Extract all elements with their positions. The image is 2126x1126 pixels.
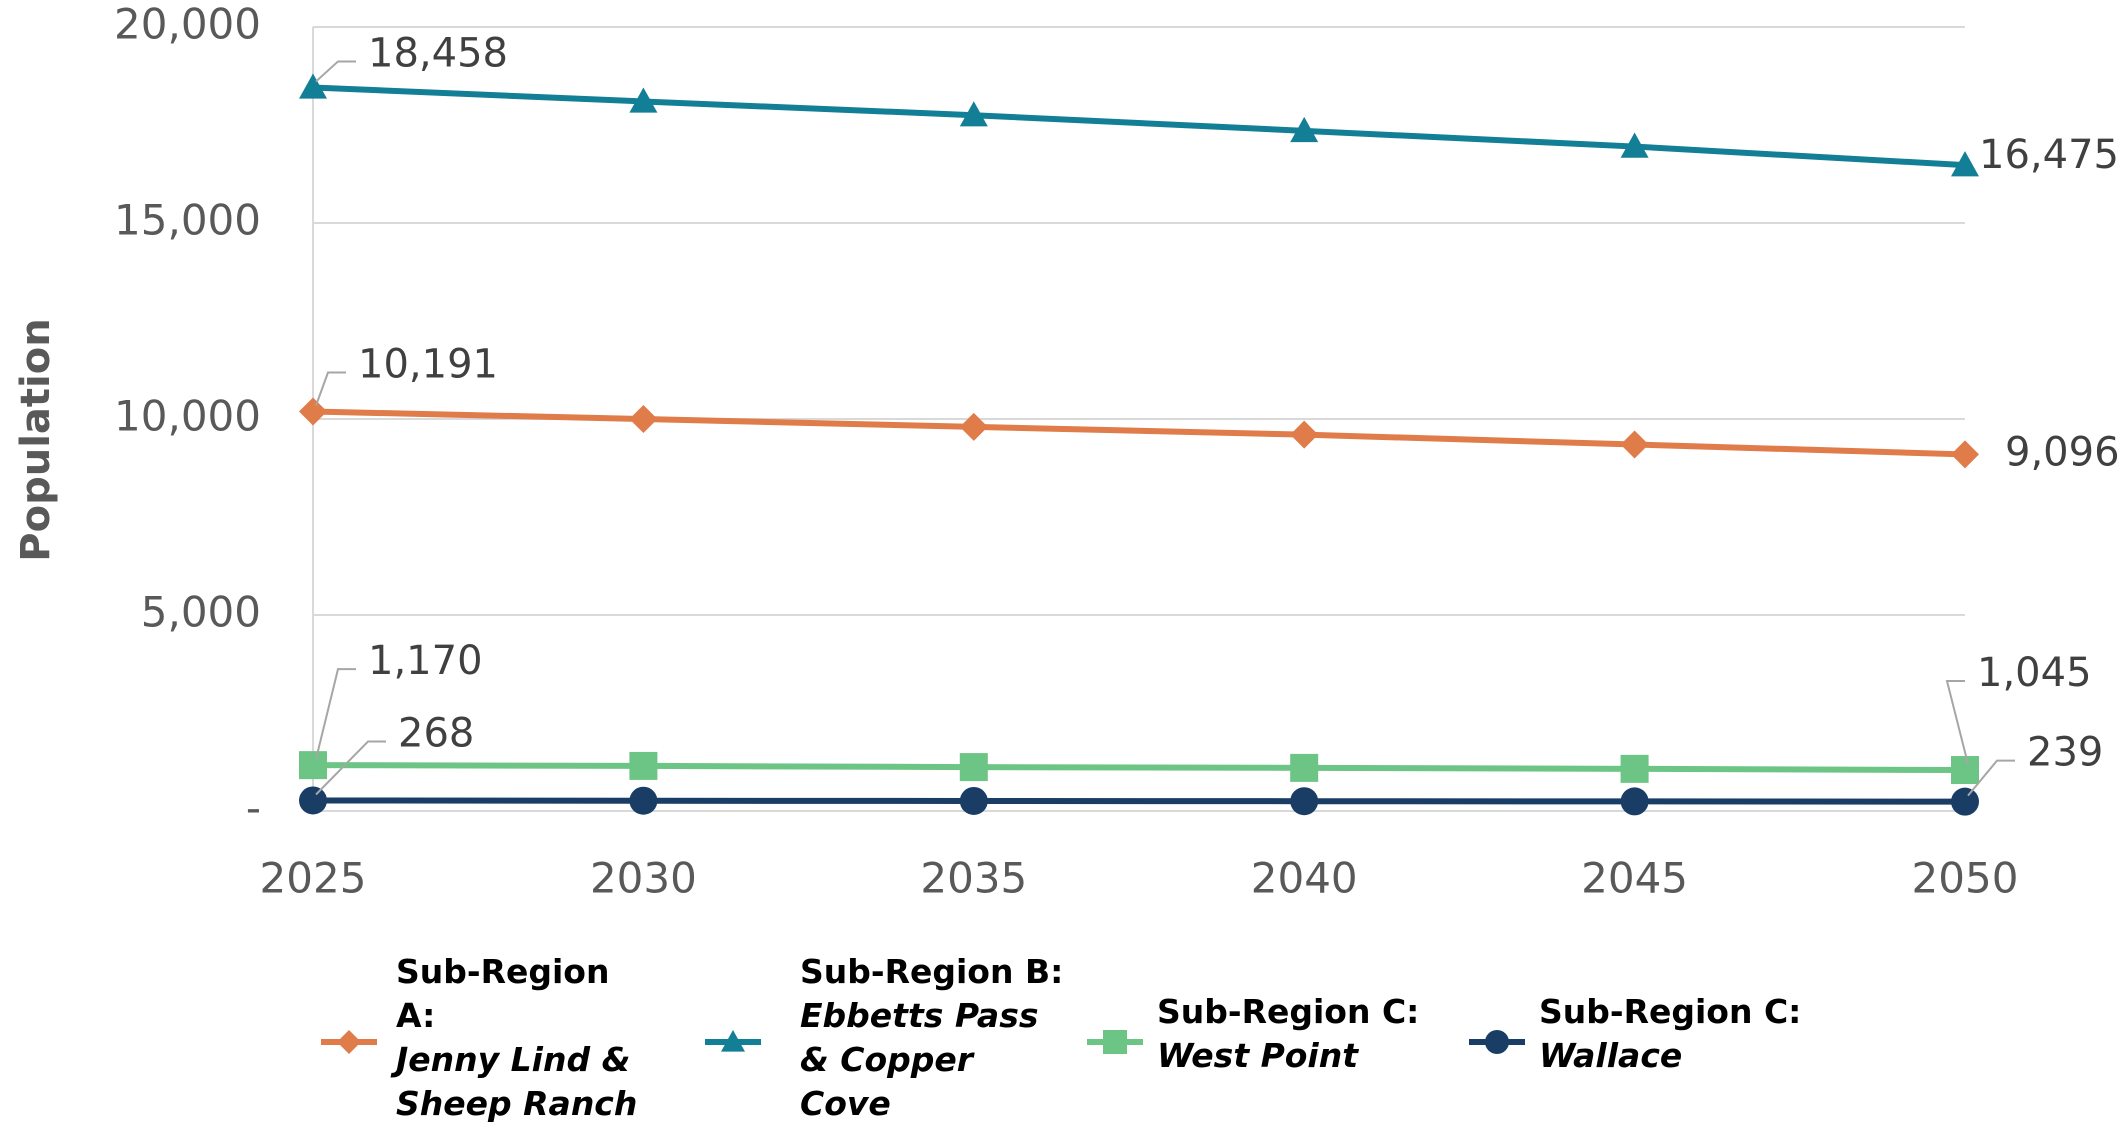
marker	[1290, 116, 1319, 143]
marker	[1290, 420, 1319, 449]
marker	[1290, 753, 1319, 782]
y-tick-label: 5,000	[141, 588, 261, 637]
marker	[1620, 430, 1649, 459]
x-tick-label: 2035	[920, 854, 1027, 903]
marker	[299, 397, 327, 426]
series-line	[312, 762, 1966, 774]
marker	[1485, 1030, 1509, 1054]
marker	[1951, 151, 1979, 177]
data-label: 1,170	[368, 638, 483, 684]
x-tick-label: 2030	[590, 854, 697, 903]
marker	[299, 73, 327, 99]
marker	[1951, 787, 1979, 816]
marker	[959, 412, 988, 441]
series-line	[312, 408, 1966, 458]
data-label: 239	[2027, 730, 2103, 776]
x-tick-label: 2025	[260, 854, 367, 903]
legend: Sub-Region A: Jenny Lind & Sheep Ranch Su…	[0, 950, 2126, 1123]
leader-line	[315, 668, 356, 760]
marker	[629, 87, 658, 113]
legend-item: Sub-Region C: West Point	[0, 950, 2126, 1080]
data-label: 18,458	[368, 30, 508, 76]
legend-label: Sub-Region C: West Point	[1157, 992, 1420, 1075]
y-axis-label: Population	[13, 318, 59, 561]
leader-line	[1967, 759, 2015, 797]
leader-line	[315, 740, 386, 796]
y-tick-label: 10,000	[114, 392, 261, 441]
y-tick-label: -	[246, 784, 261, 833]
data-label: 9,096	[2005, 429, 2120, 475]
data-label: 1,045	[1977, 650, 2092, 696]
legend-swatch	[705, 1030, 761, 1052]
marker	[1951, 756, 1979, 785]
marker	[1951, 440, 1979, 469]
data-label: 16,475	[1979, 132, 2119, 178]
chart: Population - 5,000 10,000 15,000 20,000 2025 2…	[13, 0, 2120, 903]
marker	[299, 751, 327, 780]
x-tick-label: 2050	[1912, 854, 2019, 903]
y-tick-label: 15,000	[114, 196, 261, 245]
marker	[959, 753, 988, 782]
marker	[629, 751, 658, 780]
x-tick-label: 2040	[1251, 854, 1358, 903]
legend-item: Sub-Region C: Wallace	[0, 950, 2126, 1080]
legend-label: Sub-Region C: Wallace	[1539, 992, 1802, 1075]
marker	[337, 1030, 361, 1054]
leader-line	[315, 60, 356, 83]
marker	[629, 786, 658, 815]
marker	[721, 1030, 745, 1052]
legend-swatch	[1087, 1030, 1143, 1054]
marker	[299, 786, 327, 815]
marker	[1620, 754, 1649, 783]
marker	[1290, 787, 1319, 816]
leader-line	[315, 371, 346, 406]
marker	[1620, 132, 1649, 158]
marker	[959, 786, 988, 815]
legend-swatch	[321, 1030, 377, 1054]
marker	[1103, 1030, 1127, 1054]
marker	[1620, 787, 1649, 816]
marker	[629, 405, 658, 433]
y-tick-label: 20,000	[114, 0, 261, 49]
data-label: 10,191	[358, 342, 498, 388]
series-line	[312, 84, 1966, 169]
series-line	[312, 797, 1966, 805]
leader-line	[1945, 680, 1969, 765]
marker	[959, 101, 988, 127]
data-label: 268	[398, 710, 474, 756]
x-tick-label: 2045	[1581, 854, 1688, 903]
legend-swatch	[1469, 1030, 1525, 1054]
